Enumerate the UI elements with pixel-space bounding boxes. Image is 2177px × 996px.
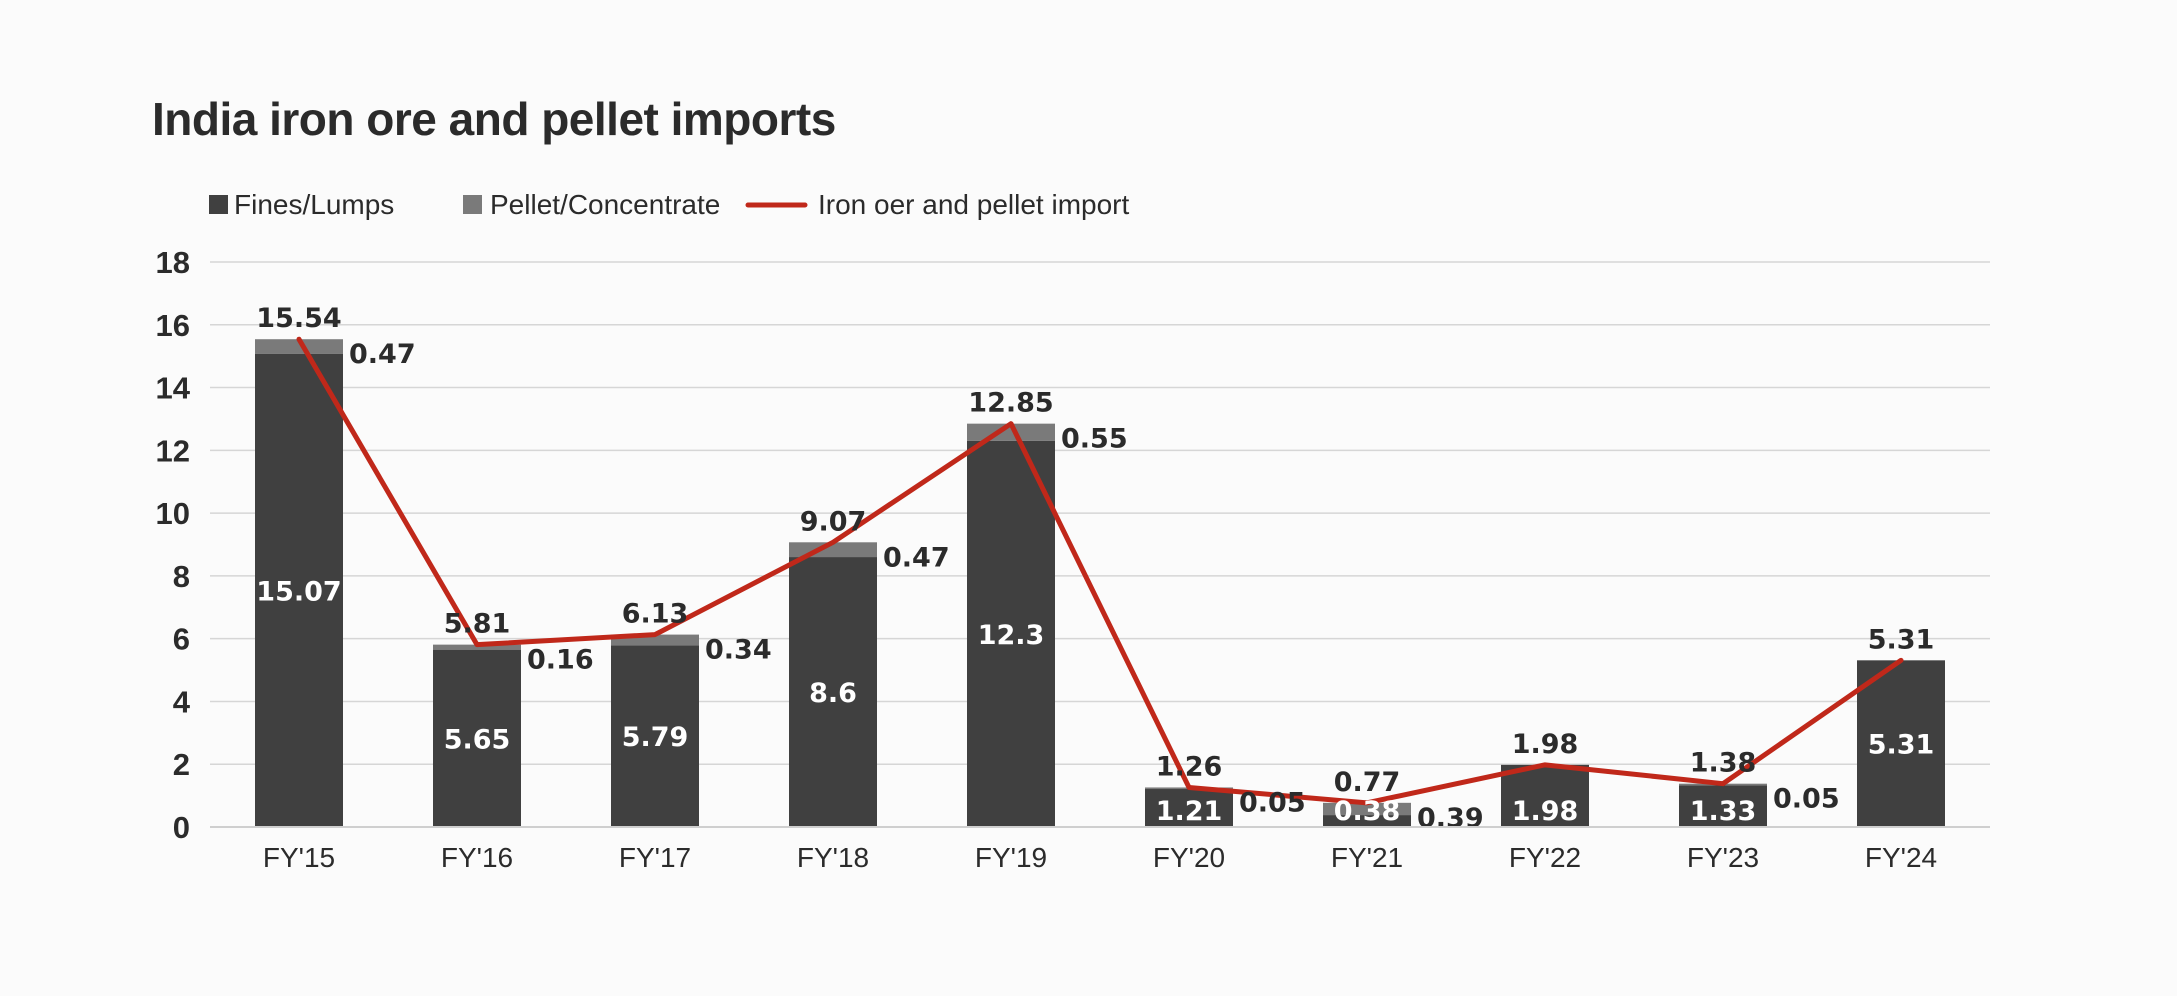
data-label-pellet: 0.34 xyxy=(705,635,772,666)
data-label-total: 0.77 xyxy=(1334,767,1401,798)
x-tick-label: FY'21 xyxy=(1331,842,1403,873)
bar-fines-lumps xyxy=(1501,764,1589,827)
x-tick-label: FY'22 xyxy=(1509,842,1581,873)
x-tick-label: FY'23 xyxy=(1687,842,1759,873)
data-label-fines: 8.6 xyxy=(809,678,857,709)
y-tick-label: 8 xyxy=(173,559,190,594)
bar-pellet-concentrate xyxy=(611,634,699,646)
chart-title: India iron ore and pellet imports xyxy=(152,93,836,145)
x-tick-label: FY'24 xyxy=(1865,842,1937,873)
data-label-total: 9.07 xyxy=(800,506,867,537)
data-label-fines: 1.33 xyxy=(1690,796,1757,827)
data-label-fines: 5.31 xyxy=(1868,730,1935,761)
data-labels: 15.54 15.07 0.47 5.81 5.65 0.16 6.13 5.79 0.34 9.… xyxy=(256,303,1934,834)
legend-label-fines-lumps: Fines/Lumps xyxy=(234,189,394,220)
bar-fines-lumps xyxy=(1323,815,1411,827)
data-label-pellet: 0.05 xyxy=(1239,787,1306,818)
bar-fines-lumps xyxy=(433,649,521,827)
data-label-total: 1.26 xyxy=(1156,751,1223,782)
y-tick-label: 6 xyxy=(173,622,190,657)
bar-fines-lumps xyxy=(967,440,1055,827)
y-tick-label: 12 xyxy=(156,433,190,468)
bar-pellet-concentrate xyxy=(255,339,343,354)
data-label-fines: 5.79 xyxy=(622,722,689,753)
data-label-total: 5.81 xyxy=(444,609,511,640)
data-label-pellet: 0.55 xyxy=(1061,424,1128,455)
data-label-pellet: 0.05 xyxy=(1773,784,1840,815)
axes: 0 2 4 6 8 10 12 14 16 18 FY'15 FY'16 FY'17 FY'18 FY'19… xyxy=(156,245,1990,873)
data-label-total: 1.98 xyxy=(1512,729,1579,760)
y-tick-label: 2 xyxy=(173,747,190,782)
x-tick-label: FY'16 xyxy=(441,842,513,873)
y-tick-label: 18 xyxy=(156,245,190,280)
data-label-total: 5.31 xyxy=(1868,624,1935,655)
legend-swatch-pellet-concentrate xyxy=(463,195,482,214)
bar-fines-lumps xyxy=(789,557,877,827)
data-label-total: 12.85 xyxy=(968,388,1053,419)
bar-fines-lumps xyxy=(1145,789,1233,827)
legend: Fines/Lumps Pellet/Concentrate Iron oer an… xyxy=(209,189,1130,220)
data-label-pellet: 0.47 xyxy=(883,542,950,573)
data-label-pellet: 0.16 xyxy=(527,645,594,676)
y-tick-label: 14 xyxy=(156,371,191,406)
x-tick-label: FY'19 xyxy=(975,842,1047,873)
y-tick-label: 0 xyxy=(173,810,190,845)
data-label-fines: 0.38 xyxy=(1334,796,1401,827)
data-label-total: 6.13 xyxy=(622,599,689,630)
x-tick-label: FY'18 xyxy=(797,842,869,873)
bar-pellet-concentrate xyxy=(1323,802,1411,816)
data-label-total: 15.54 xyxy=(256,303,341,334)
legend-label-pellet-concentrate: Pellet/Concentrate xyxy=(490,189,720,220)
data-label-pellet: 0.39 xyxy=(1417,803,1484,834)
bar-fines-lumps xyxy=(1679,785,1767,827)
total-line xyxy=(296,336,1904,806)
bar-fines-lumps xyxy=(611,645,699,827)
data-label-fines: 12.3 xyxy=(978,620,1045,651)
total-import-line xyxy=(296,336,1904,806)
data-label-fines: 15.07 xyxy=(256,576,341,607)
data-label-pellet: 0.47 xyxy=(349,339,416,370)
data-label-fines: 5.65 xyxy=(444,724,511,755)
y-tick-label: 4 xyxy=(173,684,191,719)
bar-fines-lumps xyxy=(255,353,343,827)
data-label-fines: 1.21 xyxy=(1156,796,1223,827)
bar-fines-lumps xyxy=(1857,660,1945,827)
y-tick-label: 10 xyxy=(156,496,190,531)
x-tick-label: FY'15 xyxy=(263,842,335,873)
data-label-total: 1.38 xyxy=(1690,748,1757,779)
legend-swatch-fines-lumps xyxy=(209,195,228,214)
y-tick-label: 16 xyxy=(156,308,190,343)
x-tick-label: FY'17 xyxy=(619,842,691,873)
bar-pellet-concentrate xyxy=(433,644,521,650)
data-label-fines: 1.98 xyxy=(1512,796,1579,827)
x-tick-label: FY'20 xyxy=(1153,842,1225,873)
legend-label-total-line: Iron oer and pellet import xyxy=(818,189,1130,220)
bars xyxy=(255,339,1945,827)
